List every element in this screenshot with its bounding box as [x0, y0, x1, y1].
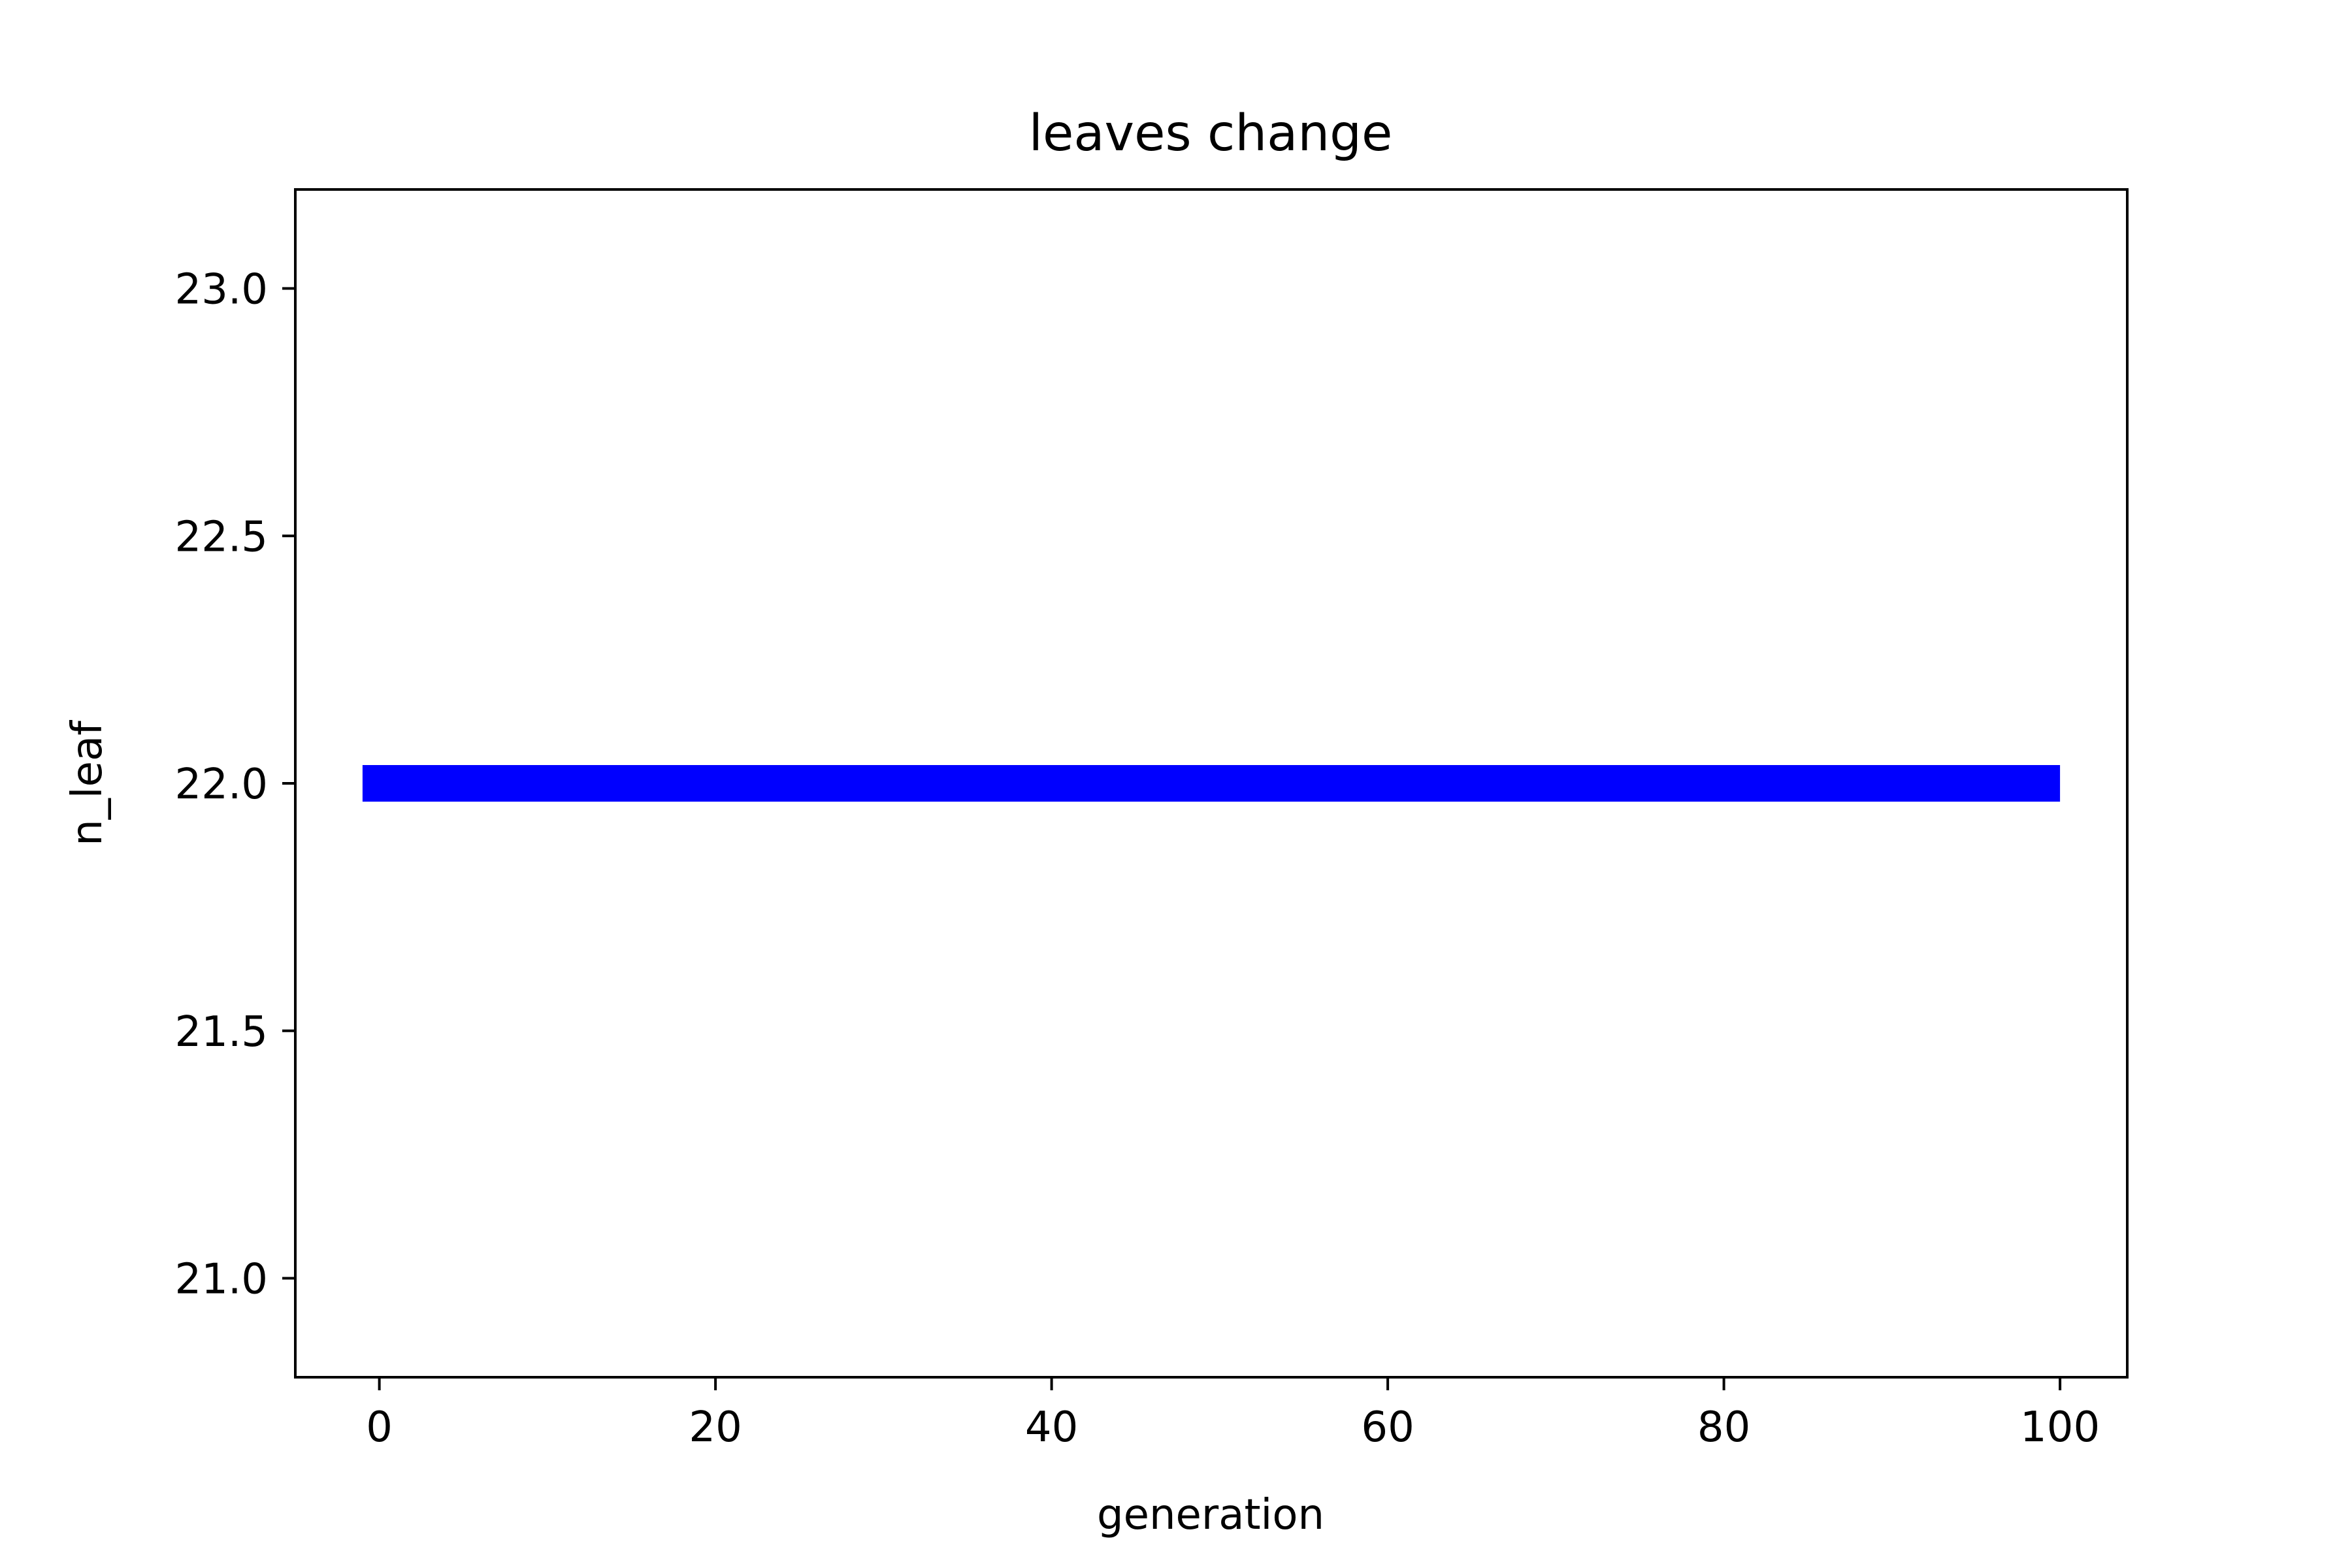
chart-title: leaves change [1029, 105, 1393, 163]
x-tick-label: 0 [366, 1403, 393, 1452]
y-tick-label: 22.0 [175, 760, 269, 809]
x-tick-label: 80 [1697, 1403, 1750, 1452]
y-tick-label: 22.5 [175, 513, 269, 561]
x-axis-ticks: 0 20 40 60 80 100 [366, 1377, 2100, 1452]
y-axis-ticks: 21.0 21.5 22.0 22.5 23.0 [175, 266, 295, 1304]
y-axis-label: n_leaf [63, 720, 112, 846]
y-tick-label: 23.0 [175, 266, 269, 314]
x-tick-label: 100 [2020, 1403, 2100, 1452]
y-tick-label: 21.0 [175, 1256, 269, 1304]
x-axis-label: generation [1097, 1491, 1324, 1539]
y-tick-label: 21.5 [175, 1008, 269, 1056]
x-tick-label: 60 [1361, 1403, 1414, 1452]
x-tick-label: 40 [1025, 1403, 1078, 1452]
x-tick-label: 20 [689, 1403, 742, 1452]
